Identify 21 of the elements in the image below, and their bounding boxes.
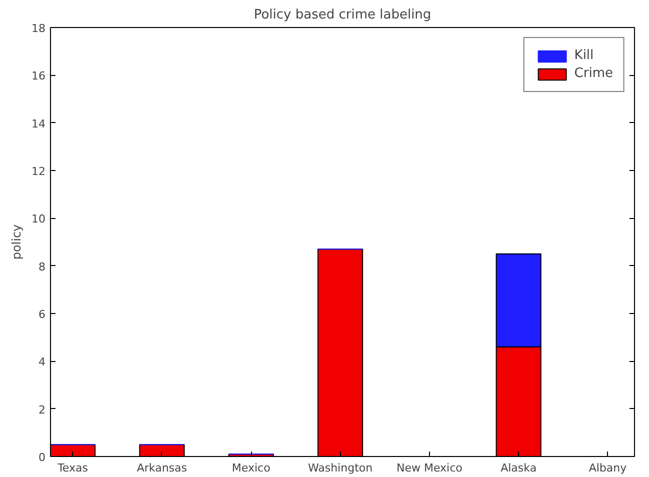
y-tick-label: 14 bbox=[32, 117, 46, 130]
x-tick-label: New Mexico bbox=[396, 462, 463, 474]
y-tick-label: 4 bbox=[38, 356, 46, 369]
x-tick-label: Texas bbox=[56, 462, 88, 474]
y-tick-label: 8 bbox=[38, 260, 46, 274]
chart-title: Policy based crime labeling bbox=[254, 8, 432, 22]
legend-label: Crime bbox=[574, 66, 613, 81]
x-tick-label: Washington bbox=[308, 462, 373, 474]
x-tick-label: Albany bbox=[588, 462, 628, 474]
y-tick-label: 10 bbox=[32, 212, 46, 226]
y-tick-label: 0 bbox=[38, 451, 46, 464]
x-tick-label: Mexico bbox=[232, 462, 271, 474]
legend-label: Kill bbox=[574, 48, 594, 63]
y-tick-label: 12 bbox=[32, 165, 46, 178]
y-tick-label: 6 bbox=[38, 308, 46, 321]
y-tick-label: 2 bbox=[38, 403, 46, 416]
x-tick-label: Arkansas bbox=[136, 462, 188, 474]
y-axis-title: policy bbox=[10, 224, 24, 260]
x-tick-label: Alaska bbox=[500, 462, 537, 474]
y-tick-label: 16 bbox=[32, 70, 46, 83]
y-tick-label: 18 bbox=[32, 22, 46, 35]
